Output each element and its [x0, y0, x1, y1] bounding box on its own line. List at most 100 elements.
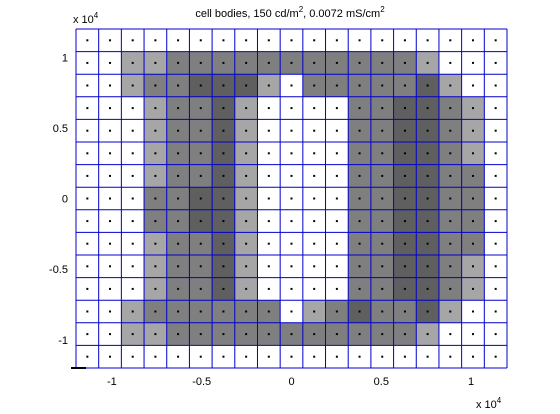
grid-marker: [291, 288, 293, 290]
grid-marker: [336, 39, 338, 41]
grid-marker: [472, 198, 474, 200]
chart-title: cell bodies, 150 cd/m2, 0.0072 mS/cm2: [195, 5, 385, 20]
grid-marker: [86, 152, 88, 154]
grid-marker: [313, 311, 315, 313]
grid-marker: [132, 62, 134, 64]
grid-marker: [381, 152, 383, 154]
grid-marker: [245, 356, 247, 358]
grid-marker: [449, 62, 451, 64]
grid-marker: [268, 356, 270, 358]
grid-marker: [359, 152, 361, 154]
grid-marker: [359, 62, 361, 64]
grid-marker: [222, 130, 224, 132]
grid-marker: [200, 130, 202, 132]
x-tick-label: -1: [107, 376, 117, 388]
grid-marker: [336, 333, 338, 335]
grid-marker: [427, 356, 429, 358]
grid-marker: [177, 356, 179, 358]
grid-marker: [177, 130, 179, 132]
grid-marker: [336, 198, 338, 200]
grid-marker: [313, 220, 315, 222]
grid-marker: [381, 288, 383, 290]
grid-marker: [132, 85, 134, 87]
grid-marker: [427, 333, 429, 335]
grid-marker: [222, 107, 224, 109]
grid-marker: [177, 39, 179, 41]
grid-marker: [132, 288, 134, 290]
x-tick-label: 0.5: [374, 376, 389, 388]
grid-marker: [359, 243, 361, 245]
grid-marker: [449, 152, 451, 154]
grid-marker: [245, 62, 247, 64]
chart-title-part-a: cell bodies, 150 cd/m: [195, 8, 298, 20]
grid-marker: [200, 198, 202, 200]
grid-marker: [268, 62, 270, 64]
grid-marker: [245, 130, 247, 132]
grid-marker: [495, 198, 497, 200]
grid-marker: [291, 265, 293, 267]
grid-marker: [381, 175, 383, 177]
grid-marker: [359, 107, 361, 109]
grid-marker: [222, 243, 224, 245]
grid-marker: [200, 333, 202, 335]
grid-marker: [291, 107, 293, 109]
grid-marker: [177, 311, 179, 313]
grid-marker: [313, 39, 315, 41]
grid-marker: [495, 265, 497, 267]
y-tick-label: 1: [62, 52, 68, 64]
grid-marker: [109, 265, 111, 267]
grid-marker: [109, 220, 111, 222]
grid-marker: [449, 333, 451, 335]
grid-marker: [86, 175, 88, 177]
grid-marker: [313, 333, 315, 335]
grid-marker: [132, 356, 134, 358]
grid-marker: [472, 85, 474, 87]
grid-marker: [268, 333, 270, 335]
grid-marker: [495, 288, 497, 290]
grid-marker: [154, 220, 156, 222]
grid-marker: [359, 288, 361, 290]
grid-marker: [268, 107, 270, 109]
grid-marker: [472, 288, 474, 290]
grid-marker: [268, 198, 270, 200]
grid-marker: [222, 175, 224, 177]
grid-marker: [245, 220, 247, 222]
grid-marker: [177, 333, 179, 335]
grid-marker: [472, 152, 474, 154]
grid-marker: [404, 107, 406, 109]
grid-marker: [313, 243, 315, 245]
grid-marker: [86, 62, 88, 64]
grid-marker: [177, 220, 179, 222]
grid-marker: [359, 130, 361, 132]
grid-marker: [109, 107, 111, 109]
grid-marker: [404, 62, 406, 64]
grid-marker: [222, 311, 224, 313]
grid-marker: [291, 39, 293, 41]
grid-marker: [177, 198, 179, 200]
grid-marker: [291, 220, 293, 222]
grid-marker: [86, 356, 88, 358]
grid-marker: [154, 85, 156, 87]
grid-marker: [449, 311, 451, 313]
grid-marker: [109, 85, 111, 87]
grid-marker: [313, 198, 315, 200]
grid-marker: [427, 85, 429, 87]
grid-marker: [404, 152, 406, 154]
grid-marker: [86, 85, 88, 87]
grid-marker: [86, 130, 88, 132]
grid-marker: [86, 288, 88, 290]
grid-marker: [336, 107, 338, 109]
grid-marker: [404, 220, 406, 222]
grid-marker: [336, 175, 338, 177]
grid-marker: [268, 130, 270, 132]
grid-marker: [495, 62, 497, 64]
grid-marker: [109, 333, 111, 335]
grid-marker: [495, 333, 497, 335]
grid-marker: [404, 288, 406, 290]
grid-marker: [291, 198, 293, 200]
grid-marker: [404, 175, 406, 177]
grid-marker: [381, 85, 383, 87]
x-axis-multiplier: x 104: [476, 396, 502, 411]
grid-marker: [404, 198, 406, 200]
